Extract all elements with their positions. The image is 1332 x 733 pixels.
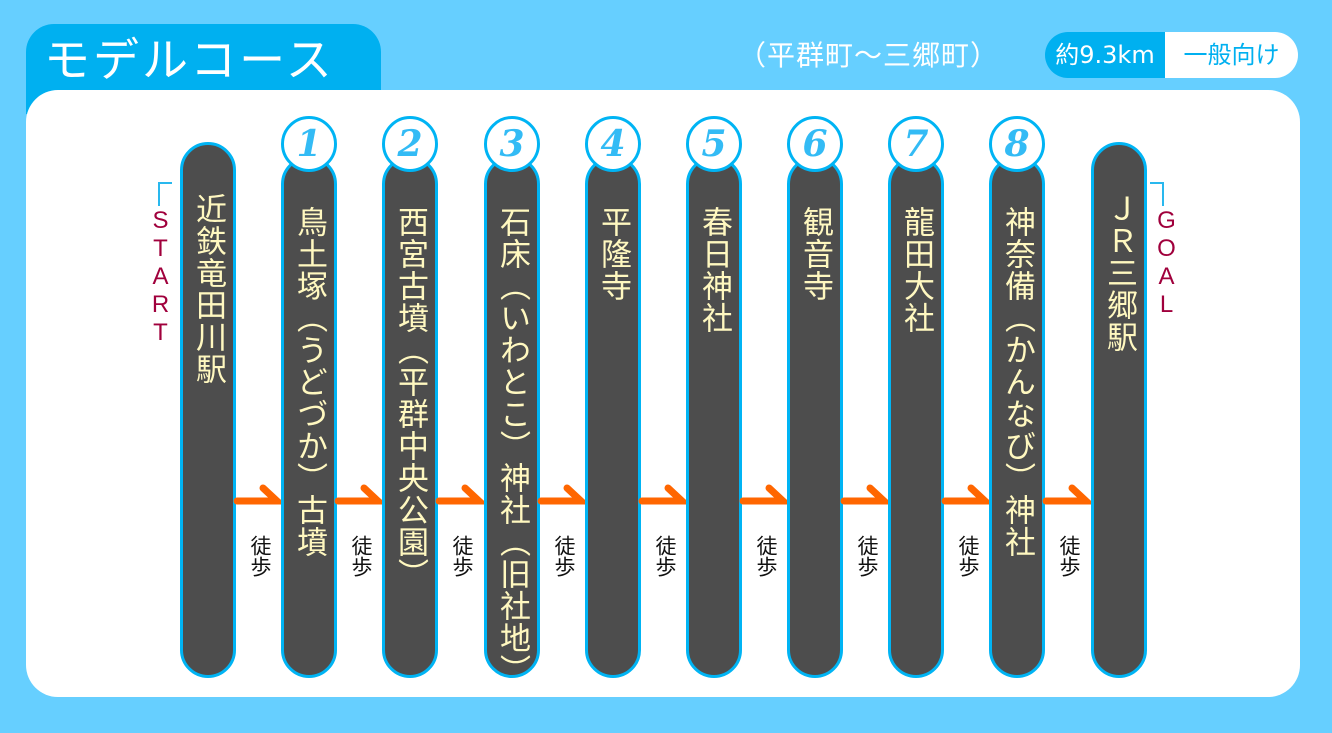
level-badge: 一般向け xyxy=(1165,32,1298,78)
stop-number-badge: 6 xyxy=(787,116,843,172)
stop-pill-1: 鳥土塚（うどづか）古墳 xyxy=(281,156,337,678)
arrow-right-icon xyxy=(537,484,589,505)
stop-number-badge: 1 xyxy=(281,116,337,172)
course-panel xyxy=(26,90,1300,697)
route-subtitle: （平群町～三郷町） xyxy=(738,39,1000,72)
stop-name: 石床（いわとこ）神社（旧社地） xyxy=(494,206,530,686)
stop-name: 龍田大社 xyxy=(898,206,934,334)
stop-pill-5: 春日神社 xyxy=(686,156,742,678)
walk-label: 徒歩 xyxy=(552,535,576,577)
stop-pill-4: 平隆寺 xyxy=(585,156,641,678)
arrow-right-icon xyxy=(233,484,285,505)
stop-number-badge: 3 xyxy=(484,116,540,172)
stop-name: 近鉄竜田川駅 xyxy=(190,193,226,385)
goal-connector xyxy=(1150,182,1164,206)
start-connector xyxy=(158,182,172,206)
stop-name: 鳥土塚（うどづか）古墳 xyxy=(291,206,327,558)
walk-label: 徒歩 xyxy=(450,535,474,577)
arrow-right-icon xyxy=(840,484,892,505)
stop-name: ＪＲ三郷駅 xyxy=(1101,193,1137,353)
stop-pill-3: 石床（いわとこ）神社（旧社地） xyxy=(484,156,540,686)
stop-pill-6: 観音寺 xyxy=(787,156,843,678)
arrow-right-icon xyxy=(739,484,791,505)
walk-label: 徒歩 xyxy=(855,535,879,577)
walk-label: 徒歩 xyxy=(1057,535,1081,577)
arrow-right-icon xyxy=(638,484,690,505)
stop-pill-7: 龍田大社 xyxy=(888,156,944,678)
walk-label: 徒歩 xyxy=(754,535,778,577)
distance-badge: 約9.3km xyxy=(1045,32,1165,78)
stop-number-badge: 8 xyxy=(989,116,1045,172)
goal-label: GOAL xyxy=(1153,207,1180,319)
stop-name: 神奈備（かんなび）神社 xyxy=(999,206,1035,558)
stop-pill-8: 神奈備（かんなび）神社 xyxy=(989,156,1045,678)
stop-name: 観音寺 xyxy=(797,206,833,302)
stop-number-badge: 5 xyxy=(686,116,742,172)
arrow-right-icon xyxy=(941,484,993,505)
walk-label: 徒歩 xyxy=(956,535,980,577)
page-title: モデルコース xyxy=(44,33,335,87)
stop-name: 春日神社 xyxy=(696,206,732,334)
stop-pill-goal: ＪＲ三郷駅 xyxy=(1091,142,1147,678)
stop-pill-start: 近鉄竜田川駅 xyxy=(180,142,236,678)
stop-pill-2: 西宮古墳（平群中央公園） xyxy=(382,156,438,678)
course-badge: 約9.3km 一般向け xyxy=(1045,32,1298,78)
start-label: START xyxy=(147,207,174,347)
walk-label: 徒歩 xyxy=(653,535,677,577)
arrow-right-icon xyxy=(435,484,487,505)
arrow-right-icon xyxy=(1042,484,1094,505)
stop-number-badge: 4 xyxy=(585,116,641,172)
arrow-right-icon xyxy=(334,484,386,505)
stop-number-badge: 2 xyxy=(382,116,438,172)
walk-label: 徒歩 xyxy=(248,535,272,577)
stop-name: 平隆寺 xyxy=(595,206,631,302)
stop-name: 西宮古墳（平群中央公園） xyxy=(392,206,428,590)
walk-label: 徒歩 xyxy=(349,535,373,577)
stop-number-badge: 7 xyxy=(888,116,944,172)
